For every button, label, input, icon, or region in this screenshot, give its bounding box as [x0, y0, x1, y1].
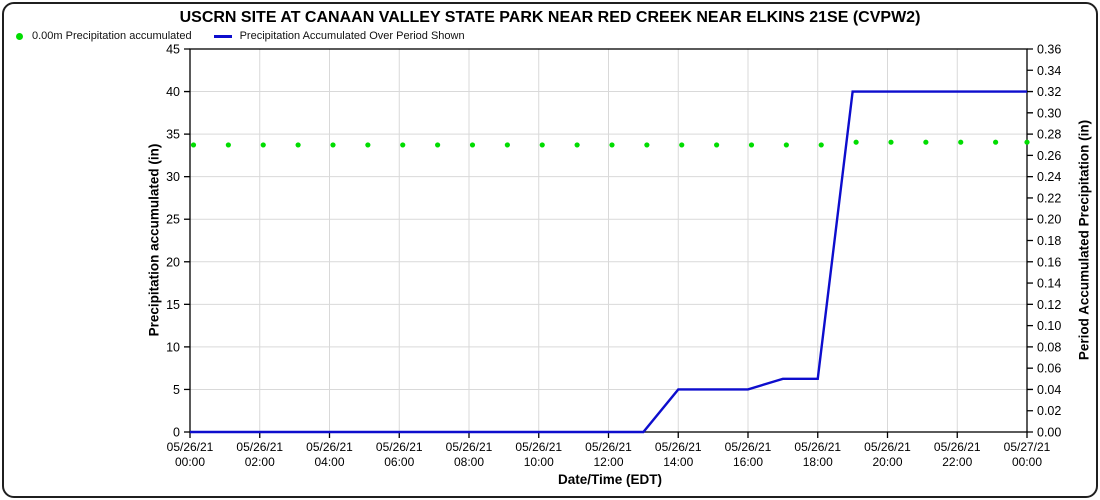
blue-line-marker-icon [213, 34, 232, 38]
legend-label-accumulated: 0.00m Precipitation accumulated [32, 30, 192, 42]
x-tick-time: 00:00 [175, 455, 205, 469]
right-tick-label: 0.34 [1037, 64, 1061, 78]
right-tick-label: 0.32 [1037, 85, 1061, 99]
green-dot-point [783, 142, 789, 148]
x-tick-time: 00:00 [1012, 455, 1042, 469]
green-dot-point [400, 142, 406, 148]
green-dot-point [679, 142, 685, 148]
green-dot-point [469, 142, 476, 148]
green-dot-point [295, 142, 301, 148]
right-tick-label: 0.16 [1037, 255, 1061, 269]
right-tick-label: 0.14 [1037, 277, 1061, 291]
plot-area: 0 5 10 15 20 25 30 35 40 45 0.00 0.02 0.04 0.06 0.08 0.… [166, 43, 1061, 470]
right-tick-label: 0.28 [1037, 128, 1061, 142]
x-tick-time: 20:00 [872, 455, 902, 469]
x-tick-date: 05/26/21 [167, 440, 214, 454]
green-dot-point [260, 142, 266, 148]
green-dot-point [330, 142, 336, 148]
x-tick-time: 10:00 [524, 455, 554, 469]
left-tick-label: 45 [166, 43, 180, 57]
right-tick-label: 0.10 [1037, 319, 1061, 333]
chart-title: USCRN SITE AT CANAAN VALLEY STATE PARK N… [179, 9, 921, 26]
legend: 0.00m Precipitation accumulated Precipit… [16, 30, 465, 42]
x-tick-date: 05/26/21 [376, 440, 423, 454]
x-tick-time: 06:00 [384, 455, 414, 469]
right-tick-label: 0.12 [1037, 298, 1061, 312]
right-tick-label: 0.36 [1037, 43, 1061, 57]
left-tick-label: 40 [166, 85, 180, 99]
right-tick-label: 0.04 [1037, 383, 1061, 397]
green-dot-point [574, 142, 580, 148]
x-tick-time: 12:00 [593, 455, 623, 469]
x-tick-date: 05/26/21 [446, 440, 493, 454]
right-tick-label: 0.06 [1037, 362, 1061, 376]
right-tick-label: 0.22 [1037, 191, 1061, 205]
x-tick-time: 14:00 [663, 455, 693, 469]
left-tick-label: 30 [166, 170, 180, 184]
x-tick-date: 05/26/21 [934, 440, 981, 454]
x-tick-time: 02:00 [245, 455, 275, 469]
legend-item-period: Precipitation Accumulated Over Period Sh… [213, 30, 465, 42]
green-dot-point [609, 142, 615, 148]
green-dot-point [435, 142, 441, 148]
green-dot-point [504, 142, 510, 148]
x-tick-date: 05/27/21 [1004, 440, 1051, 454]
green-dot-point [993, 139, 999, 145]
x-axis-title: Date/Time (EDT) [557, 472, 663, 487]
left-tick-label: 35 [166, 128, 180, 142]
x-tick-date: 05/26/21 [864, 440, 911, 454]
x-tick-date: 05/26/21 [585, 440, 632, 454]
green-dot-point [365, 142, 371, 148]
x-tick-date: 05/26/21 [725, 440, 772, 454]
x-tick-date: 05/26/21 [655, 440, 702, 454]
right-tick-label: 0.30 [1037, 106, 1061, 120]
green-dot-point [923, 139, 929, 145]
green-dot-marker-icon [16, 32, 23, 40]
x-tick-time: 18:00 [803, 455, 833, 469]
green-dot-point [818, 142, 824, 148]
green-dot-point [1024, 139, 1030, 145]
right-tick-label: 0.24 [1037, 170, 1061, 184]
left-tick-label: 15 [166, 298, 180, 312]
right-tick-label: 0.18 [1037, 234, 1061, 248]
right-tick-label: 0.20 [1037, 213, 1061, 227]
green-dot-point [748, 142, 755, 148]
legend-item-accumulated: 0.00m Precipitation accumulated [16, 30, 192, 42]
green-dot-point [853, 139, 859, 145]
green-dot-point [225, 142, 231, 148]
x-tick-time: 08:00 [454, 455, 484, 469]
right-tick-label: 0.00 [1037, 426, 1061, 440]
green-dot-point [644, 142, 650, 148]
x-tick-date: 05/26/21 [515, 440, 562, 454]
x-tick-time: 04:00 [314, 455, 344, 469]
x-tick-date: 05/26/21 [236, 440, 283, 454]
green-dot-point [190, 142, 197, 148]
blue-line-series [190, 90, 1027, 434]
green-dot-point [888, 139, 894, 145]
green-dot-point [958, 139, 964, 145]
left-tick-label: 0 [173, 426, 180, 440]
x-tick-date: 05/26/21 [794, 440, 841, 454]
x-tick-time: 22:00 [942, 455, 972, 469]
x-tick-date: 05/26/21 [306, 440, 353, 454]
right-tick-label: 0.26 [1037, 149, 1061, 163]
green-dot-point [714, 142, 720, 148]
x-tick-time: 16:00 [733, 455, 763, 469]
left-tick-label: 5 [173, 383, 180, 397]
left-tick-label: 25 [166, 213, 180, 227]
right-tick-label: 0.02 [1037, 404, 1061, 418]
left-tick-label: 20 [166, 255, 180, 269]
legend-label-period: Precipitation Accumulated Over Period Sh… [239, 30, 465, 42]
right-tick-label: 0.08 [1037, 340, 1061, 354]
left-tick-label: 10 [166, 340, 180, 354]
green-dot-point [539, 142, 545, 148]
